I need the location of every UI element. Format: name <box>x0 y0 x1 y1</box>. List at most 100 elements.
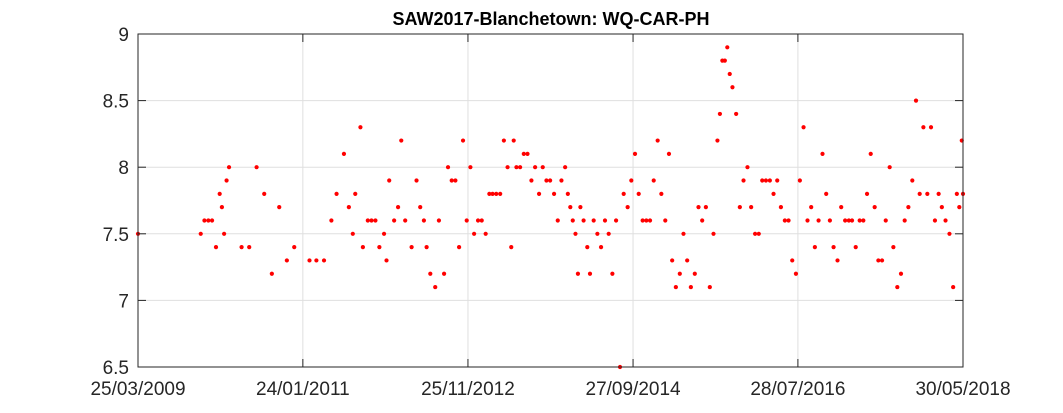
data-point <box>578 205 583 210</box>
x-tick-label: 24/01/2011 <box>256 379 350 400</box>
data-point <box>269 271 274 276</box>
data-point <box>222 231 227 236</box>
data-point <box>663 218 668 223</box>
data-point <box>932 218 938 223</box>
data-point <box>424 245 429 250</box>
data-point <box>887 165 892 170</box>
data-point <box>677 271 682 276</box>
data-point <box>509 245 514 250</box>
data-point <box>913 98 919 103</box>
data-point <box>730 85 735 90</box>
data-point <box>749 205 754 210</box>
data-point <box>418 205 423 210</box>
data-point <box>685 258 690 263</box>
y-tick-label: 6.5 <box>103 358 129 379</box>
data-point <box>879 258 885 263</box>
data-point <box>511 138 516 143</box>
data-point <box>898 271 904 276</box>
x-tick-label: 30/05/2018 <box>915 379 1010 400</box>
y-tick-label: 7 <box>118 291 129 312</box>
data-point <box>460 138 466 143</box>
data-point <box>957 205 962 210</box>
data-point <box>928 125 934 130</box>
data-point <box>625 205 630 210</box>
data-point <box>521 151 526 156</box>
data-point <box>421 218 427 223</box>
data-point <box>824 191 829 196</box>
data-point <box>505 165 510 170</box>
data-point <box>681 231 686 236</box>
tick-labels: 6.5 7 7.5 8 8.5 9 25/03/2009 24/01/2011 25/11/20… <box>90 25 1010 400</box>
data-point <box>226 165 232 170</box>
data-point <box>213 245 219 250</box>
data-point <box>360 245 365 250</box>
data-point <box>585 245 590 250</box>
data-point <box>472 231 477 236</box>
data-point <box>659 191 664 196</box>
data-point <box>632 151 638 156</box>
data-point <box>816 218 821 223</box>
data-point <box>598 245 604 250</box>
data-point <box>606 231 611 236</box>
data-point <box>771 191 776 196</box>
data-point <box>392 218 397 223</box>
data-point <box>895 284 900 290</box>
x-tick-label: 25/11/2012 <box>421 379 515 400</box>
data-point <box>725 45 730 50</box>
data-point <box>501 138 506 143</box>
data-point <box>307 258 312 263</box>
data-point <box>449 178 454 183</box>
data-point <box>610 271 615 276</box>
data-point <box>809 205 814 210</box>
data-point <box>737 205 742 210</box>
data-point <box>475 218 481 223</box>
data-point <box>487 191 492 196</box>
data-point <box>334 191 339 196</box>
data-point <box>805 218 810 223</box>
data-point <box>715 138 720 143</box>
data-point <box>727 71 732 77</box>
data-point <box>921 125 926 130</box>
data-point <box>456 245 462 250</box>
data-point <box>551 191 557 196</box>
plot-area <box>138 34 963 367</box>
data-point <box>939 205 944 210</box>
data-point <box>441 271 447 276</box>
data-point <box>377 245 382 250</box>
data-point <box>403 218 408 223</box>
data-point <box>872 205 877 210</box>
data-point <box>644 218 649 223</box>
data-point <box>839 205 844 210</box>
data-point <box>692 271 697 276</box>
data-point <box>827 218 832 223</box>
data-point <box>414 178 419 183</box>
data-point <box>387 178 392 183</box>
data-point <box>350 231 355 236</box>
data-point <box>741 178 746 183</box>
data-point <box>734 111 739 117</box>
data-point <box>793 271 799 276</box>
y-tick-label: 8.5 <box>103 92 129 113</box>
data-point <box>381 231 387 236</box>
data-point <box>239 245 244 250</box>
data-point <box>409 245 414 250</box>
data-point <box>206 218 211 223</box>
data-point <box>384 258 389 263</box>
data-point <box>262 191 267 196</box>
data-point <box>629 178 634 183</box>
data-point <box>707 284 712 290</box>
data-point <box>951 284 956 290</box>
data-point <box>843 218 848 223</box>
data-point <box>587 271 593 276</box>
data-point <box>790 258 795 263</box>
data-points <box>135 45 966 370</box>
data-point <box>428 271 433 276</box>
data-point <box>763 178 769 183</box>
data-point <box>544 178 549 183</box>
data-point <box>700 218 705 223</box>
data-point <box>518 165 523 170</box>
data-point <box>902 218 907 223</box>
data-point <box>314 258 319 263</box>
data-point <box>797 178 802 183</box>
